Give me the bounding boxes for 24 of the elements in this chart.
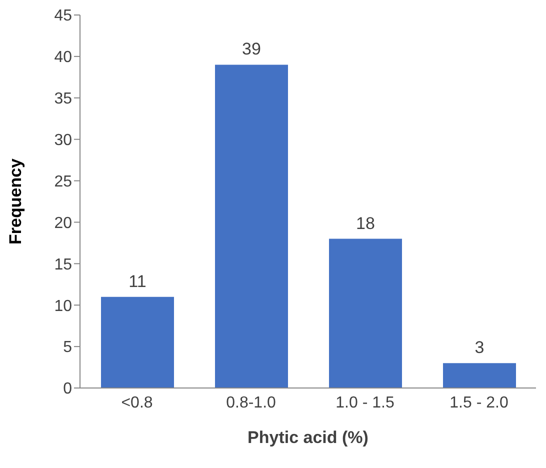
y-tick-label: 40 xyxy=(54,49,72,66)
data-label: 39 xyxy=(242,40,261,59)
x-tick-label: 1.0 - 1.5 xyxy=(336,394,394,412)
y-tick-label: 10 xyxy=(54,298,72,315)
bar xyxy=(329,238,402,388)
y-axis-title: Frequency xyxy=(6,158,26,244)
bar xyxy=(101,296,174,388)
y-tick-label: 35 xyxy=(54,90,72,108)
data-label: 3 xyxy=(474,338,484,358)
y-tick-label: 0 xyxy=(63,380,72,398)
x-axis-title: Phytic acid (%) xyxy=(248,428,368,447)
x-tick-label: 0.8-1.0 xyxy=(226,394,276,412)
data-label: 11 xyxy=(128,272,146,291)
data-label: 18 xyxy=(356,214,375,233)
y-tick-label: 45 xyxy=(54,8,72,25)
bar xyxy=(215,64,288,388)
y-tick-label: 5 xyxy=(63,339,72,356)
y-tick-label: 30 xyxy=(54,132,72,150)
bar xyxy=(443,363,516,388)
y-tick-label: 15 xyxy=(54,256,72,274)
y-tick-label: 25 xyxy=(54,173,72,190)
x-tick-label: 1.5 - 2.0 xyxy=(450,394,508,412)
y-tick-label: 20 xyxy=(54,214,72,232)
x-tick-label: <0.8 xyxy=(121,394,153,412)
